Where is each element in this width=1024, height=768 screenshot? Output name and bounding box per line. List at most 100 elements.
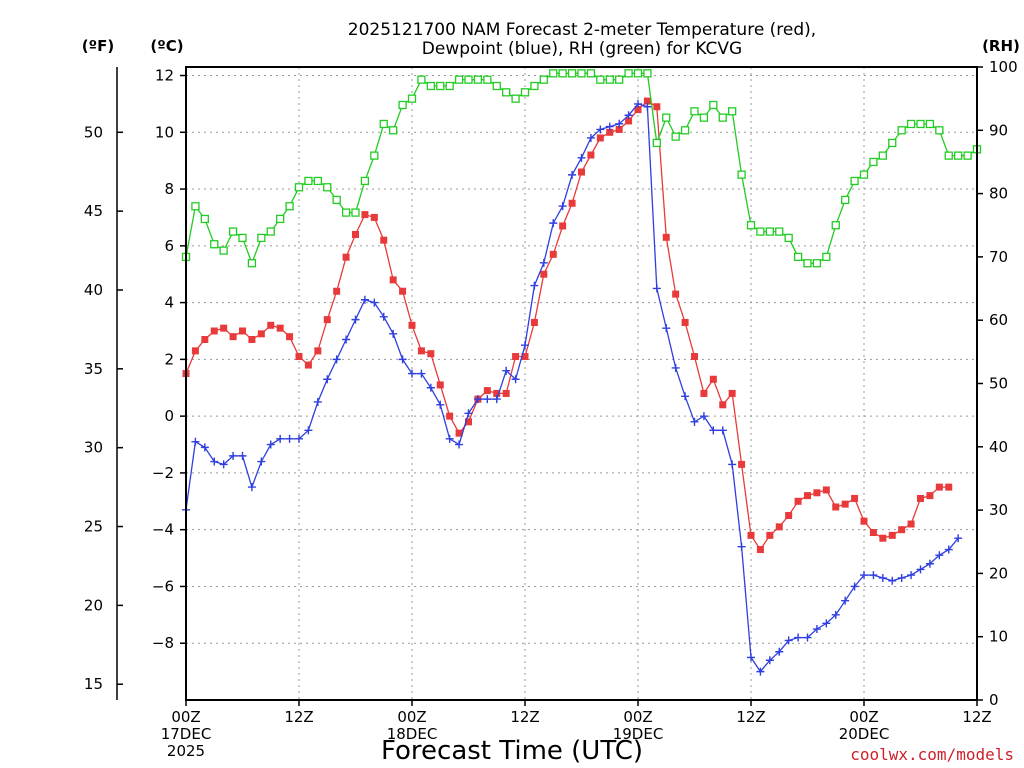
temperature-point <box>446 412 454 420</box>
relative-humidity-point <box>709 100 718 110</box>
axes <box>116 66 983 706</box>
temperature-point <box>229 333 237 341</box>
dewpoint-point <box>860 571 868 580</box>
x-tick-label: 17DEC <box>161 725 212 743</box>
rh-tick-label: 20 <box>989 564 1008 582</box>
relative-humidity-point <box>398 100 407 110</box>
temperature-point <box>530 318 538 326</box>
temperature-point <box>756 546 764 554</box>
celsius-tick-label: 12 <box>155 67 174 85</box>
temperature-point <box>662 233 670 241</box>
temperature-point <box>596 134 604 142</box>
celsius-unit-label: (ºC) <box>150 37 183 55</box>
dewpoint-point <box>643 102 652 111</box>
temperature-point <box>257 330 265 338</box>
x-axis-label: Forecast Time (UTC) <box>381 736 643 766</box>
celsius-tick-label: −4 <box>152 521 174 539</box>
relative-humidity-point <box>737 170 746 179</box>
dewpoint-point <box>916 565 925 574</box>
temperature-line <box>185 100 949 551</box>
celsius-tick-label: 4 <box>164 294 174 312</box>
temperature-point <box>898 526 906 534</box>
dewpoint-point <box>869 571 878 580</box>
dewpoint-point <box>455 440 464 449</box>
temperature-point <box>295 353 303 361</box>
temperature-point <box>483 387 491 395</box>
credit-text: coolwx.com/models <box>850 745 1014 764</box>
temperature-point <box>220 324 228 332</box>
fahrenheit-tick-label: 50 <box>84 123 103 141</box>
dewpoint-point <box>803 633 812 642</box>
dewpoint-point <box>699 412 708 421</box>
temperature-point <box>389 276 397 284</box>
relative-humidity-point <box>323 183 332 192</box>
dewpoint-point <box>681 392 690 401</box>
temperature-point <box>945 483 953 491</box>
temperature-point <box>615 125 623 133</box>
relative-humidity-point <box>360 176 370 186</box>
temperature-point <box>785 511 793 519</box>
celsius-tick-label: 8 <box>164 180 174 198</box>
x-tick-label: 12Z <box>510 708 539 726</box>
fahrenheit-tick-label: 25 <box>84 518 103 536</box>
relative-humidity-point <box>539 75 548 84</box>
relative-humidity-point <box>897 126 906 135</box>
dewpoint-point <box>878 573 887 582</box>
relative-humidity-point <box>793 252 803 262</box>
relative-humidity-point <box>276 214 285 224</box>
dewpoint-point <box>907 571 916 580</box>
dewpoint-point <box>200 443 209 452</box>
temperature-point <box>323 316 331 324</box>
relative-humidity-point <box>822 252 831 262</box>
relative-humidity-point <box>558 69 567 78</box>
temperature-series <box>182 97 953 554</box>
relative-humidity-point <box>191 202 200 211</box>
celsius-tick-label: −6 <box>152 577 174 595</box>
dewpoint-point <box>728 460 737 469</box>
dewpoint-point <box>229 451 238 460</box>
dewpoint-point <box>747 653 755 662</box>
dewpoint-point <box>539 258 548 267</box>
relative-humidity-point <box>341 208 351 217</box>
dewpoint-point <box>417 369 426 378</box>
rh-tick-label: 60 <box>989 311 1008 329</box>
dewpoint-point <box>944 545 953 554</box>
dewpoint-point <box>794 633 803 642</box>
relative-humidity-point <box>313 176 322 186</box>
relative-humidity-point <box>615 75 624 84</box>
temperature-point <box>917 494 924 502</box>
celsius-tick-label: 0 <box>164 407 174 425</box>
celsius-tick-label: 10 <box>155 123 174 141</box>
fahrenheit-tick-label: 35 <box>84 360 103 378</box>
relative-humidity-point <box>247 259 257 268</box>
dewpoint-point <box>511 375 520 384</box>
relative-humidity-point <box>831 221 840 230</box>
temperature-point <box>888 531 896 539</box>
celsius-tick-label: 2 <box>164 350 174 368</box>
relative-humidity-point <box>841 195 850 205</box>
temperature-point <box>512 353 520 361</box>
relative-humidity-point <box>954 151 963 160</box>
temperature-point <box>352 230 359 238</box>
dewpoint-point <box>634 99 642 108</box>
rh-unit-label: (RH) <box>982 37 1020 55</box>
relative-humidity-point <box>426 81 435 91</box>
rh-tick-label: 50 <box>989 375 1008 393</box>
relative-humidity-point <box>803 259 812 268</box>
temperature-point <box>578 168 585 176</box>
relative-humidity-point <box>351 208 360 217</box>
temperature-point <box>276 324 284 332</box>
temperature-point <box>804 492 811 500</box>
temperature-point <box>502 389 510 397</box>
temperature-point <box>775 523 783 531</box>
dewpoint-point <box>784 636 793 645</box>
dewpoint-point <box>831 610 840 619</box>
rh-tick-label: 0 <box>989 691 999 709</box>
temperature-point <box>860 517 868 525</box>
rh-tick-label: 80 <box>989 185 1008 203</box>
dewpoint-point <box>756 667 765 676</box>
relative-humidity-point <box>963 151 972 160</box>
dewpoint-point <box>464 409 473 418</box>
temperature-point <box>333 287 341 295</box>
dewpoint-point <box>351 315 360 324</box>
